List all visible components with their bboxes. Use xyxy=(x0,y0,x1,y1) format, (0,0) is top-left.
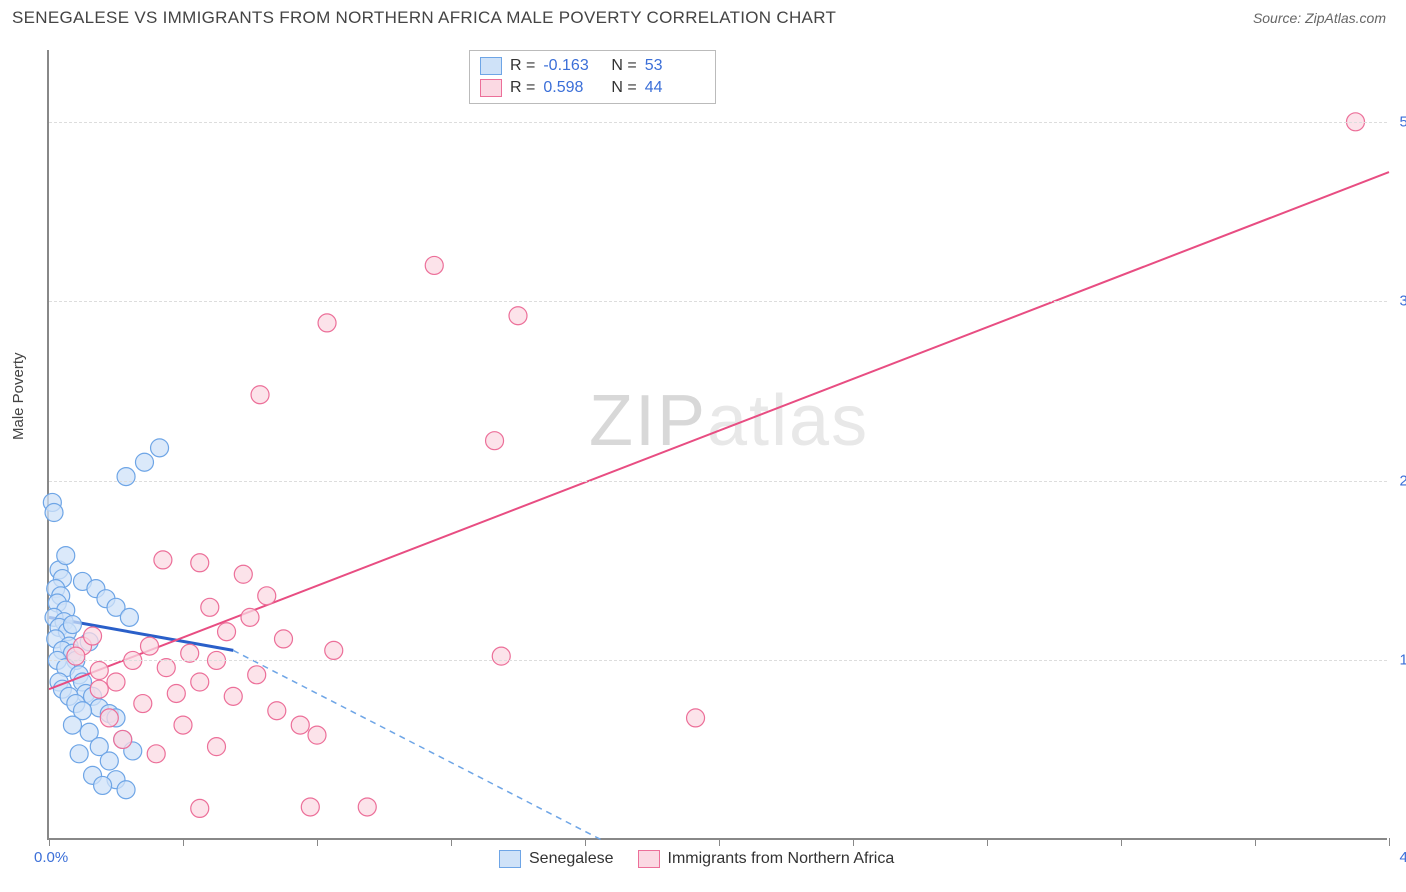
data-point xyxy=(120,608,138,626)
data-point xyxy=(135,453,153,471)
x-tick xyxy=(451,838,452,846)
legend-label-series2: Immigrants from Northern Africa xyxy=(668,850,895,868)
x-tick xyxy=(1389,838,1390,846)
chart-area: ZIPatlas R = -0.163 N = 53 R = 0.598 N =… xyxy=(47,50,1387,840)
data-point xyxy=(201,598,219,616)
data-point xyxy=(268,702,286,720)
legend-label-series1: Senegalese xyxy=(529,850,614,868)
x-tick xyxy=(987,838,988,846)
plot-frame: ZIPatlas R = -0.163 N = 53 R = 0.598 N =… xyxy=(47,50,1387,840)
x-tick xyxy=(1121,838,1122,846)
data-point xyxy=(100,752,118,770)
data-point xyxy=(425,256,443,274)
data-point xyxy=(84,627,102,645)
chart-title: SENEGALESE VS IMMIGRANTS FROM NORTHERN A… xyxy=(12,8,836,28)
data-point xyxy=(325,641,343,659)
data-point xyxy=(147,745,165,763)
data-point xyxy=(258,587,276,605)
swatch-series1 xyxy=(480,57,502,75)
bottom-legend: Senegalese Immigrants from Northern Afri… xyxy=(499,850,894,868)
data-point xyxy=(90,680,108,698)
data-point xyxy=(174,716,192,734)
plot-svg xyxy=(49,50,1387,838)
swatch-series2 xyxy=(480,79,502,97)
chart-header: SENEGALESE VS IMMIGRANTS FROM NORTHERN A… xyxy=(0,0,1406,32)
legend-item-series1: Senegalese xyxy=(499,850,614,868)
data-point xyxy=(154,551,172,569)
data-point xyxy=(234,565,252,583)
r-value-series2: 0.598 xyxy=(543,79,603,97)
data-point xyxy=(94,776,112,794)
data-point xyxy=(134,695,152,713)
data-point xyxy=(275,630,293,648)
data-point xyxy=(67,647,85,665)
data-point xyxy=(218,623,236,641)
y-tick-label: 50.0% xyxy=(1399,113,1406,130)
data-point xyxy=(248,666,266,684)
data-point xyxy=(141,637,159,655)
data-point xyxy=(191,799,209,817)
y-axis-label: Male Poverty xyxy=(10,352,27,440)
data-point xyxy=(191,673,209,691)
data-point xyxy=(687,709,705,727)
data-point xyxy=(509,307,527,325)
data-point xyxy=(492,647,510,665)
x-tick xyxy=(585,838,586,846)
data-point xyxy=(63,716,81,734)
data-point xyxy=(291,716,309,734)
source-attribution: Source: ZipAtlas.com xyxy=(1253,10,1386,26)
data-point xyxy=(90,662,108,680)
n-value-series2: 44 xyxy=(645,79,705,97)
legend-swatch-series1 xyxy=(499,850,521,868)
x-tick-label-max: 40.0% xyxy=(1399,849,1406,866)
stats-row-series2: R = 0.598 N = 44 xyxy=(480,77,705,99)
data-point xyxy=(117,468,135,486)
stats-legend-box: R = -0.163 N = 53 R = 0.598 N = 44 xyxy=(469,50,716,104)
r-value-series1: -0.163 xyxy=(543,57,603,75)
data-point xyxy=(45,504,63,522)
x-tick xyxy=(317,838,318,846)
data-point xyxy=(208,738,226,756)
x-tick xyxy=(49,838,50,846)
data-point xyxy=(63,616,81,634)
x-tick xyxy=(719,838,720,846)
data-point xyxy=(167,684,185,702)
data-point xyxy=(191,554,209,572)
trend-line-extrapolated xyxy=(233,650,602,840)
data-point xyxy=(114,730,132,748)
y-tick-label: 37.5% xyxy=(1399,293,1406,310)
data-point xyxy=(70,745,88,763)
data-point xyxy=(318,314,336,332)
data-point xyxy=(486,432,504,450)
data-point xyxy=(107,673,125,691)
data-point xyxy=(224,687,242,705)
y-tick-label: 12.5% xyxy=(1399,652,1406,669)
data-point xyxy=(117,781,135,799)
data-point xyxy=(100,709,118,727)
gridline-h xyxy=(49,481,1387,482)
data-point xyxy=(308,726,326,744)
y-tick-label: 25.0% xyxy=(1399,472,1406,489)
gridline-h xyxy=(49,122,1387,123)
x-tick xyxy=(853,838,854,846)
data-point xyxy=(241,608,259,626)
legend-swatch-series2 xyxy=(638,850,660,868)
data-point xyxy=(57,547,75,565)
x-tick-label-min: 0.0% xyxy=(34,849,68,866)
legend-item-series2: Immigrants from Northern Africa xyxy=(638,850,895,868)
gridline-h xyxy=(49,660,1387,661)
data-point xyxy=(301,798,319,816)
data-point xyxy=(151,439,169,457)
data-point xyxy=(358,798,376,816)
n-value-series1: 53 xyxy=(645,57,705,75)
gridline-h xyxy=(49,301,1387,302)
data-point xyxy=(251,386,269,404)
x-tick xyxy=(183,838,184,846)
x-tick xyxy=(1255,838,1256,846)
stats-row-series1: R = -0.163 N = 53 xyxy=(480,55,705,77)
